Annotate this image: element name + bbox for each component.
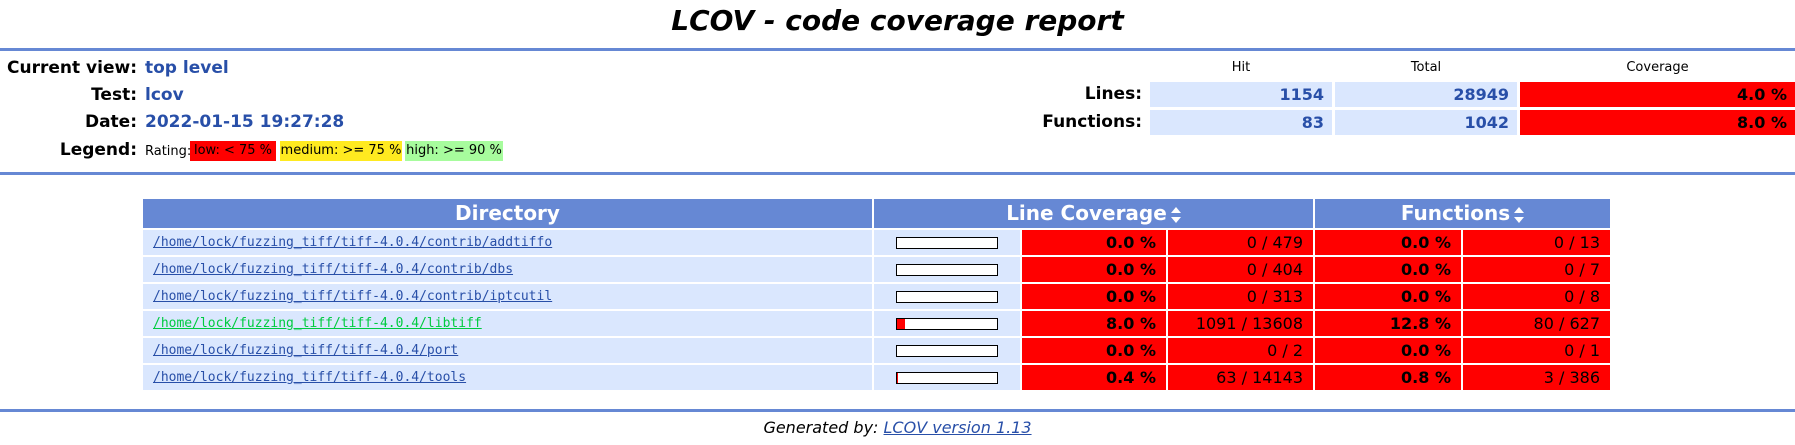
current-view-label: Current view:	[7, 58, 137, 78]
function-coverage-count: 0 / 7	[1463, 257, 1610, 282]
line-coverage-count: 0 / 313	[1168, 284, 1313, 309]
coverage-bar-cell	[874, 338, 1020, 363]
directory-cell: /home/lock/fuzzing_tiff/tiff-4.0.4/contr…	[143, 230, 872, 255]
function-coverage-count: 0 / 13	[1463, 230, 1610, 255]
date-label: Date:	[84, 112, 137, 132]
function-coverage-percent: 0.0 %	[1315, 338, 1461, 363]
current-view-value: top level	[145, 58, 229, 78]
coverage-bar	[896, 345, 998, 357]
directory-cell: /home/lock/fuzzing_tiff/tiff-4.0.4/port	[143, 338, 872, 363]
lines-coverage: 4.0 %	[1520, 82, 1795, 107]
line-coverage-count: 0 / 479	[1168, 230, 1313, 255]
total-header: Total	[1410, 60, 1442, 75]
page-title: LCOV - code coverage report	[671, 4, 1124, 37]
coverage-bar-cell	[874, 230, 1020, 255]
lines-hit: 1154	[1150, 82, 1332, 107]
function-coverage-percent: 0.0 %	[1315, 230, 1461, 255]
footer: Generated by: LCOV version 1.13	[0, 418, 1795, 437]
directory-link[interactable]: /home/lock/fuzzing_tiff/tiff-4.0.4/port	[153, 343, 459, 358]
date-value: 2022-01-15 19:27:28	[145, 112, 345, 132]
directory-link[interactable]: /home/lock/fuzzing_tiff/tiff-4.0.4/libti…	[153, 316, 482, 331]
footer-prefix: Generated by:	[763, 418, 879, 437]
bottom-rule	[0, 409, 1795, 412]
coverage-bar	[896, 372, 998, 384]
coverage-bar-fill	[897, 319, 905, 329]
functions-coverage: 8.0 %	[1520, 110, 1795, 135]
coverage-bar-cell	[874, 284, 1020, 309]
function-coverage-percent: 0.8 %	[1315, 365, 1461, 390]
function-coverage-percent: 0.0 %	[1315, 284, 1461, 309]
coverage-bar	[896, 318, 998, 330]
functions-header[interactable]: Functions	[1315, 199, 1610, 228]
coverage-bar	[896, 291, 998, 303]
functions-total: 1042	[1335, 110, 1517, 135]
function-coverage-count: 0 / 1	[1463, 338, 1610, 363]
line-coverage-percent: 0.0 %	[1022, 284, 1166, 309]
coverage-bar-cell	[874, 257, 1020, 282]
sort-arrows-icon[interactable]	[1514, 206, 1525, 223]
line-coverage-header[interactable]: Line Coverage	[874, 199, 1313, 228]
line-coverage-count: 63 / 14143	[1168, 365, 1313, 390]
line-coverage-count: 0 / 404	[1168, 257, 1313, 282]
functions-label: Functions:	[1042, 112, 1142, 132]
line-coverage-count: 0 / 2	[1168, 338, 1313, 363]
legend-label: Legend:	[59, 140, 137, 160]
table-row: /home/lock/fuzzing_tiff/tiff-4.0.4/contr…	[143, 230, 1610, 255]
directory-link[interactable]: /home/lock/fuzzing_tiff/tiff-4.0.4/contr…	[153, 289, 553, 304]
line-coverage-percent: 0.4 %	[1022, 365, 1166, 390]
directory-link[interactable]: /home/lock/fuzzing_tiff/tiff-4.0.4/tools	[153, 370, 467, 385]
test-value: lcov	[145, 85, 184, 105]
lcov-version-link[interactable]: LCOV version 1.13	[883, 418, 1032, 437]
directory-header[interactable]: Directory	[143, 199, 872, 228]
directory-cell: /home/lock/fuzzing_tiff/tiff-4.0.4/contr…	[143, 284, 872, 309]
function-coverage-count: 3 / 386	[1463, 365, 1610, 390]
directory-link[interactable]: /home/lock/fuzzing_tiff/tiff-4.0.4/contr…	[153, 262, 514, 277]
directory-link[interactable]: /home/lock/fuzzing_tiff/tiff-4.0.4/contr…	[153, 235, 553, 250]
function-coverage-count: 0 / 8	[1463, 284, 1610, 309]
line-coverage-percent: 0.0 %	[1022, 338, 1166, 363]
table-row: /home/lock/fuzzing_tiff/tiff-4.0.4/libti…	[143, 311, 1610, 336]
hit-header: Hit	[1231, 60, 1251, 75]
legend-low-chip: low: < 75 %	[190, 141, 276, 161]
table-row: /home/lock/fuzzing_tiff/tiff-4.0.4/contr…	[143, 284, 1610, 309]
line-coverage-percent: 0.0 %	[1022, 230, 1166, 255]
coverage-bar	[896, 237, 998, 249]
sort-arrows-icon[interactable]	[1170, 206, 1181, 223]
line-coverage-header-label: Line Coverage	[1006, 201, 1167, 225]
middle-rule	[0, 172, 1795, 175]
coverage-bar-cell	[874, 365, 1020, 390]
line-coverage-percent: 8.0 %	[1022, 311, 1166, 336]
legend-high-chip: high: >= 90 %	[405, 141, 503, 161]
directory-header-label: Directory	[455, 201, 560, 225]
rating-label: Rating:	[145, 144, 192, 159]
legend-medium-chip: medium: >= 75 %	[280, 141, 402, 161]
functions-header-label: Functions	[1400, 201, 1511, 225]
test-label: Test:	[91, 85, 137, 105]
lines-label: Lines:	[1084, 84, 1142, 104]
line-coverage-count: 1091 / 13608	[1168, 311, 1313, 336]
coverage-header: Coverage	[1626, 60, 1689, 75]
lines-total: 28949	[1335, 82, 1517, 107]
table-row: /home/lock/fuzzing_tiff/tiff-4.0.4/port 0…	[143, 338, 1610, 363]
function-coverage-percent: 0.0 %	[1315, 257, 1461, 282]
info-panel: Current view: top level Test: lcov Date:…	[0, 56, 1795, 164]
coverage-bar-cell	[874, 311, 1020, 336]
directory-cell: /home/lock/fuzzing_tiff/tiff-4.0.4/contr…	[143, 257, 872, 282]
line-coverage-percent: 0.0 %	[1022, 257, 1166, 282]
coverage-bar	[896, 264, 998, 276]
table-row: /home/lock/fuzzing_tiff/tiff-4.0.4/contr…	[143, 257, 1610, 282]
function-coverage-percent: 12.8 %	[1315, 311, 1461, 336]
directory-cell: /home/lock/fuzzing_tiff/tiff-4.0.4/libti…	[143, 311, 872, 336]
functions-hit: 83	[1150, 110, 1332, 135]
function-coverage-count: 80 / 627	[1463, 311, 1610, 336]
table-row: /home/lock/fuzzing_tiff/tiff-4.0.4/tools…	[143, 365, 1610, 390]
directory-cell: /home/lock/fuzzing_tiff/tiff-4.0.4/tools	[143, 365, 872, 390]
top-rule	[0, 48, 1795, 51]
